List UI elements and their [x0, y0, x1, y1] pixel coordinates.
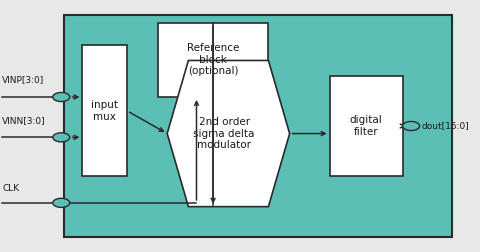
Bar	[83, 45, 127, 176]
Circle shape	[53, 133, 70, 142]
Text: Reference
block
(optional): Reference block (optional)	[187, 43, 240, 76]
Text: CLK: CLK	[2, 184, 20, 193]
Bar	[63, 15, 452, 237]
Circle shape	[53, 198, 70, 207]
Circle shape	[403, 121, 420, 131]
Circle shape	[53, 92, 70, 102]
Polygon shape	[167, 60, 289, 207]
Bar	[158, 23, 268, 97]
Text: VINP[3:0]: VINP[3:0]	[2, 75, 45, 84]
Text: 2nd order
sigma delta
modulator: 2nd order sigma delta modulator	[193, 117, 255, 150]
Bar	[330, 76, 403, 176]
Text: dout[15:0]: dout[15:0]	[422, 121, 470, 131]
Text: input
mux: input mux	[91, 100, 118, 122]
Text: digital
filter: digital filter	[350, 115, 383, 137]
Text: VINN[3:0]: VINN[3:0]	[2, 116, 46, 125]
